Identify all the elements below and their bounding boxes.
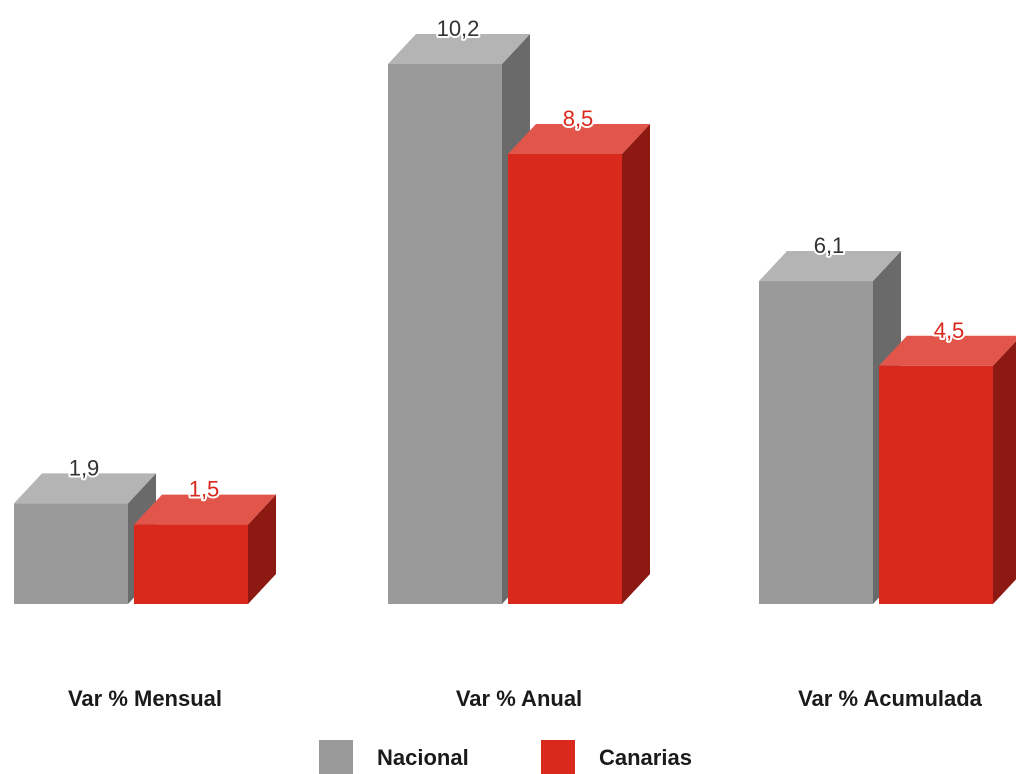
legend-item-canarias: Canarias	[541, 740, 692, 774]
legend: Nacional Canarias	[319, 740, 692, 774]
category-label-var-pct-anual: Var % Anual	[456, 686, 582, 711]
bar-front-face	[134, 524, 248, 604]
data-label-nacional-var-pct-anual: 10,2	[437, 16, 480, 41]
bar-nacional-var-pct-acumulada	[759, 251, 901, 604]
data-label-canarias-var-pct-anual: 8,5	[563, 106, 594, 131]
legend-label-canarias: Canarias	[599, 745, 692, 770]
bar-top-face	[134, 494, 276, 525]
data-labels-layer: 1,9 1,5 10,2 8,5 6,1 4,5	[67, 14, 967, 504]
bar-front-face	[14, 503, 128, 604]
category-label-var-pct-acumulada: Var % Acumulada	[798, 686, 983, 711]
legend-swatch-nacional	[319, 740, 353, 774]
bar-canarias-var-pct-acumulada	[879, 335, 1016, 604]
bar-top-face	[879, 335, 1016, 366]
data-label-canarias-var-pct-acumulada: 4,5	[934, 318, 965, 343]
bar-top-face	[508, 124, 650, 154]
bar-front-face	[759, 281, 873, 604]
data-label-nacional-var-pct-mensual: 1,9	[69, 455, 100, 480]
category-label-var-pct-mensual: Var % Mensual	[68, 686, 222, 711]
bar-front-face	[388, 64, 502, 604]
category-labels-layer: Var % Mensual Var % Anual Var % Acumulada	[68, 686, 983, 711]
bar-top-face	[14, 473, 156, 504]
bar-top-face	[388, 34, 530, 64]
legend-swatch-canarias	[541, 740, 575, 774]
bar-canarias-var-pct-mensual	[134, 494, 276, 604]
bar-side-face	[622, 124, 650, 604]
bar-side-face	[248, 494, 276, 604]
data-label-nacional-var-pct-acumulada: 6,1	[814, 233, 845, 258]
bar-top-face	[759, 251, 901, 282]
bar-side-face	[993, 341, 1016, 604]
data-label-canarias-var-pct-mensual: 1,5	[189, 477, 220, 502]
bar-front-face	[508, 154, 622, 604]
bars-layer	[14, 34, 1016, 604]
bar-front-face	[879, 365, 993, 604]
bar-canarias-var-pct-anual	[508, 124, 650, 604]
legend-item-nacional: Nacional	[319, 740, 469, 774]
legend-label-nacional: Nacional	[377, 745, 469, 770]
